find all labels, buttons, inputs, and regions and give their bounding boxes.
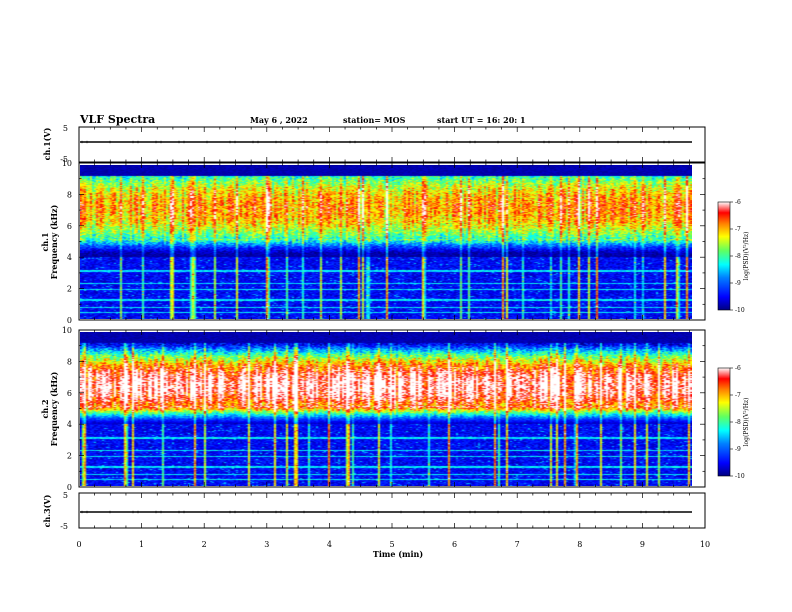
figure-title: VLF Spectra — [79, 113, 155, 126]
colorbar-ch2-gradient — [717, 367, 731, 477]
x-tick-label-10: 10 — [700, 540, 710, 549]
x-tick-label-3: 3 — [264, 540, 269, 549]
colorbar-ch1-label-1: -7 — [735, 226, 741, 233]
spectrogram-ch1-ytick-label-1: 2 — [67, 285, 72, 294]
waveform-top-ticks — [78, 127, 706, 162]
waveform-bottom-ticks — [78, 493, 706, 528]
spectrogram-ch2-ytick-label-1: 2 — [67, 452, 72, 461]
waveform-bottom-panel: 5 -5 ch.3(V) — [42, 491, 706, 531]
colorbar-ch2-ticks: -6 -7 -8 -9 -10 — [730, 365, 745, 480]
waveform-bottom-frame — [78, 492, 706, 529]
waveform-top-frame — [78, 126, 706, 163]
colorbar-ch2-label: log(PSD)(V²/Hz) — [743, 398, 750, 447]
colorbar-ch1-ticks: -6 -7 -8 -9 -10 — [730, 199, 745, 314]
colorbar-ch1-label-4: -10 — [735, 307, 745, 314]
waveform-bottom-ytick-min: -5 — [60, 522, 68, 531]
waveform-top-panel: 5 -5 ch.1(V) — [42, 124, 706, 164]
colorbar-ch2-label-2: -8 — [735, 419, 741, 426]
start-time-label: start UT = 16: 20: 1 — [437, 115, 526, 125]
spectrogram-ch1-ylabel-channel: ch.1 — [40, 232, 50, 251]
x-tick-label-0: 0 — [76, 540, 81, 549]
colorbar-ch2-label-4: -10 — [735, 473, 745, 480]
spectrogram-ch2-ytick-label-5: 10 — [62, 326, 72, 335]
spectrogram-ch1-ytick-label-3: 6 — [67, 222, 72, 231]
spectrogram-ch1-ytick-label-0: 0 — [67, 316, 72, 325]
spectrogram-ch1-image — [80, 165, 692, 319]
spectrogram-ch1-xticks — [78, 163, 706, 320]
waveform-top-ytick-min: -5 — [60, 155, 68, 164]
colorbar-ch2-label-3: -9 — [735, 446, 741, 453]
x-tick-label-8: 8 — [577, 540, 582, 549]
spectrogram-ch1-ytick-label-5: 10 — [62, 159, 72, 168]
station-label: station= MOS — [343, 115, 406, 125]
colorbar-ch2: -6 -7 -8 -9 -10 log(PSD)(V²/Hz) — [717, 365, 750, 480]
x-axis-label: Time (min) — [373, 549, 423, 559]
waveform-top-ytick-max: 5 — [63, 124, 68, 133]
spectrogram-ch1-ytick-label-2: 4 — [67, 253, 72, 262]
spectrogram-ch1-ytick-label-4: 8 — [67, 190, 72, 199]
spectrogram-ch2-image — [80, 332, 692, 486]
spectrogram-ch1-ylabel-frequency: Frequency (kHz) — [49, 204, 59, 279]
spectrogram-ch2-ylabel-frequency: Frequency (kHz) — [49, 371, 59, 446]
colorbar-ch1: -6 -7 -8 -9 -10 log(PSD)(V²/Hz) — [717, 199, 750, 314]
colorbar-ch1-label-0: -6 — [735, 199, 741, 206]
spectrogram-ch2-yticks: 0 2 4 6 8 10 — [62, 326, 705, 492]
x-tick-label-7: 7 — [515, 540, 520, 549]
x-tick-label-2: 2 — [202, 540, 207, 549]
x-tick-label-9: 9 — [640, 540, 645, 549]
spectrogram-ch2-xticks — [78, 330, 706, 487]
x-axis-tick-labels: 0 1 2 3 4 5 6 7 8 9 10 — [76, 540, 710, 549]
waveform-bottom-ytick-max: 5 — [63, 491, 68, 500]
spectrogram-ch1-panel: 0 2 4 6 8 10 ch.1 Frequency (kHz) — [40, 159, 706, 325]
colorbar-ch2-label-0: -6 — [735, 365, 741, 372]
colorbar-ch1-label: log(PSD)(V²/Hz) — [743, 232, 750, 281]
spectrogram-ch1-yticks: 0 2 4 6 8 10 — [62, 159, 705, 325]
spectrogram-ch2-ytick-label-0: 0 — [67, 483, 72, 492]
colorbar-ch1-label-2: -8 — [735, 253, 741, 260]
x-tick-label-1: 1 — [139, 540, 144, 549]
colorbar-ch2-label-1: -7 — [735, 392, 741, 399]
spectrogram-ch2-ytick-label-4: 8 — [67, 357, 72, 366]
waveform-bottom-ylabel: ch.3(V) — [42, 494, 52, 527]
spectrogram-ch2-panel: 0 2 4 6 8 10 ch.2 Frequency (kHz) — [40, 326, 706, 492]
x-tick-label-5: 5 — [389, 540, 394, 549]
x-tick-label-6: 6 — [452, 540, 457, 549]
spectrogram-ch2-ytick-label-3: 6 — [67, 389, 72, 398]
colorbar-ch1-label-3: -9 — [735, 280, 741, 287]
date-label: May 6 , 2022 — [250, 115, 308, 125]
x-tick-label-4: 4 — [327, 540, 332, 549]
spectrogram-ch2-ytick-label-2: 4 — [67, 420, 72, 429]
colorbar-ch1-gradient — [717, 201, 731, 311]
spectrogram-ch2-ylabel-channel: ch.2 — [40, 399, 50, 418]
waveform-top-ylabel: ch.1(V) — [42, 127, 52, 160]
